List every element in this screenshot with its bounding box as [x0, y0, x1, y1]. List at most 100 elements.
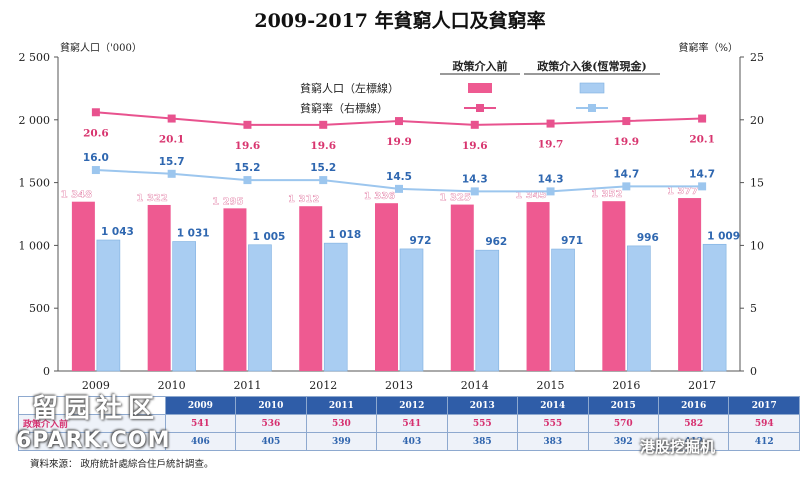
bar-label-before: 1 295 — [212, 196, 243, 207]
x-tick-label: 2012 — [309, 379, 337, 392]
bar-label-before: 1 312 — [288, 194, 319, 205]
bar-label-before: 1 348 — [61, 190, 92, 201]
bar-label-after: 1 043 — [101, 226, 134, 238]
x-tick-label: 2011 — [233, 379, 261, 392]
bar-label-before: 1 322 — [137, 193, 168, 204]
rate-before-label: 20.6 — [83, 127, 109, 139]
bar-after-2010 — [172, 241, 196, 372]
bar-label-after: 1 031 — [177, 228, 210, 240]
bar-label-after: 1 009 — [707, 230, 740, 242]
left-tick-label: 2 000 — [19, 114, 51, 127]
table-cell: 555 — [517, 414, 589, 433]
watermark-text: 港股挖掘机 — [640, 438, 716, 456]
watermark-text: 留园社区 — [32, 394, 161, 424]
bar-label-after: 972 — [410, 235, 432, 247]
x-tick-label: 2017 — [688, 379, 716, 392]
right-tick-label: 20 — [750, 114, 764, 127]
right-tick-label: 5 — [750, 302, 757, 315]
rate-before-marker — [395, 117, 403, 126]
left-tick-label: 500 — [29, 302, 50, 315]
right-tick-label: 15 — [750, 177, 764, 190]
right-axis-label: 貧窮率（%） — [678, 41, 738, 54]
rate-after-marker — [167, 169, 176, 178]
table-corner — [18, 396, 166, 415]
bar-label-after: 962 — [485, 236, 507, 248]
x-tick-label: 2009 — [82, 379, 110, 392]
rate-before-label: 19.6 — [462, 140, 488, 152]
bar-label-after: 1 018 — [328, 229, 361, 241]
table-year: 2010 — [235, 396, 307, 415]
table-cell: 412 — [728, 432, 800, 451]
watermark-text: 6PARK.COM — [16, 428, 171, 453]
rate-after-marker — [319, 176, 328, 185]
rate-before-label: 20.1 — [689, 134, 715, 146]
rate-after-label: 15.2 — [234, 162, 260, 174]
rate-after-label: 14.3 — [462, 173, 488, 185]
rate-before-marker — [622, 117, 631, 126]
table-cell: 582 — [657, 414, 730, 433]
bar-after-2016 — [627, 245, 651, 372]
bar-label-after: 1 005 — [252, 231, 285, 243]
table-cell: 570 — [587, 414, 659, 433]
rate-after-label: 14.7 — [689, 168, 715, 180]
rate-before-marker — [167, 114, 176, 123]
x-tick-label: 2016 — [612, 379, 640, 392]
left-axis-label: 貧窮人口（'000） — [60, 41, 142, 54]
table-year: 2017 — [728, 396, 800, 415]
table-cell: 541 — [164, 414, 237, 433]
rate-after-label: 14.7 — [613, 168, 639, 180]
left-tick-label: 2 500 — [19, 51, 51, 64]
bar-before-2014 — [450, 204, 474, 371]
table-year: 2016 — [657, 396, 730, 415]
rate-after-label: 14.3 — [538, 173, 564, 185]
x-tick-label: 2014 — [461, 379, 489, 392]
table-cell: 530 — [305, 414, 378, 433]
rate-after-marker — [243, 176, 252, 185]
right-tick-label: 10 — [750, 239, 764, 252]
rate-before-marker — [470, 120, 479, 129]
table-year: 2011 — [305, 396, 378, 415]
table-row-label — [18, 432, 166, 451]
bar-label-after: 996 — [637, 232, 659, 244]
bar-label-before: 1 377 — [667, 186, 698, 197]
legend-row-population: 貧窮人口（左標線） — [300, 81, 399, 95]
bar-after-2009 — [96, 239, 121, 372]
table-cell: 412 — [657, 432, 730, 451]
rate-before-label: 20.1 — [159, 134, 185, 146]
table-row: 政策介入前 541 536 530 541 555 555 570 582 59… — [18, 414, 800, 433]
rate-after-marker — [546, 187, 555, 196]
table-cell: 405 — [235, 432, 307, 451]
rate-after-marker — [622, 182, 631, 191]
table-cell: 406 — [164, 432, 237, 451]
rate-before-label: 19.9 — [614, 136, 640, 148]
bar-before-2015 — [526, 202, 550, 371]
rate-before-label: 19.9 — [386, 136, 412, 148]
table-year: 2009 — [164, 396, 237, 415]
rate-after-label: 14.5 — [386, 171, 412, 183]
table-cell: 399 — [305, 432, 378, 451]
data-table: 2009 2010 2011 2012 2013 2014 2015 2016 … — [18, 396, 800, 451]
bar-before-2012 — [299, 206, 323, 371]
bar-after-2012 — [323, 242, 348, 372]
rate-after-marker — [470, 187, 479, 196]
x-tick-label: 2013 — [385, 379, 413, 392]
rate-before-marker — [698, 114, 707, 123]
bar-before-2013 — [375, 203, 398, 371]
bar-label-before: 1 325 — [440, 193, 471, 204]
table-cell: 541 — [376, 414, 448, 433]
table-cell: 403 — [376, 432, 448, 451]
bar-after-2014 — [475, 249, 500, 372]
rate-after-marker — [698, 182, 707, 191]
legend-swatch-bar-after — [579, 82, 605, 94]
rate-after-label: 16.0 — [83, 152, 109, 164]
rate-after-marker — [395, 184, 403, 193]
bar-after-2011 — [248, 244, 272, 372]
table-year: 2012 — [376, 396, 448, 415]
bar-after-2015 — [551, 248, 575, 372]
right-tick-label: 25 — [750, 51, 764, 64]
rate-before-label: 19.7 — [538, 139, 564, 151]
x-tick-label: 2015 — [537, 379, 565, 392]
rate-before-marker — [91, 108, 100, 117]
rate-before-label: 19.6 — [310, 140, 336, 152]
bar-before-2017 — [678, 198, 702, 371]
